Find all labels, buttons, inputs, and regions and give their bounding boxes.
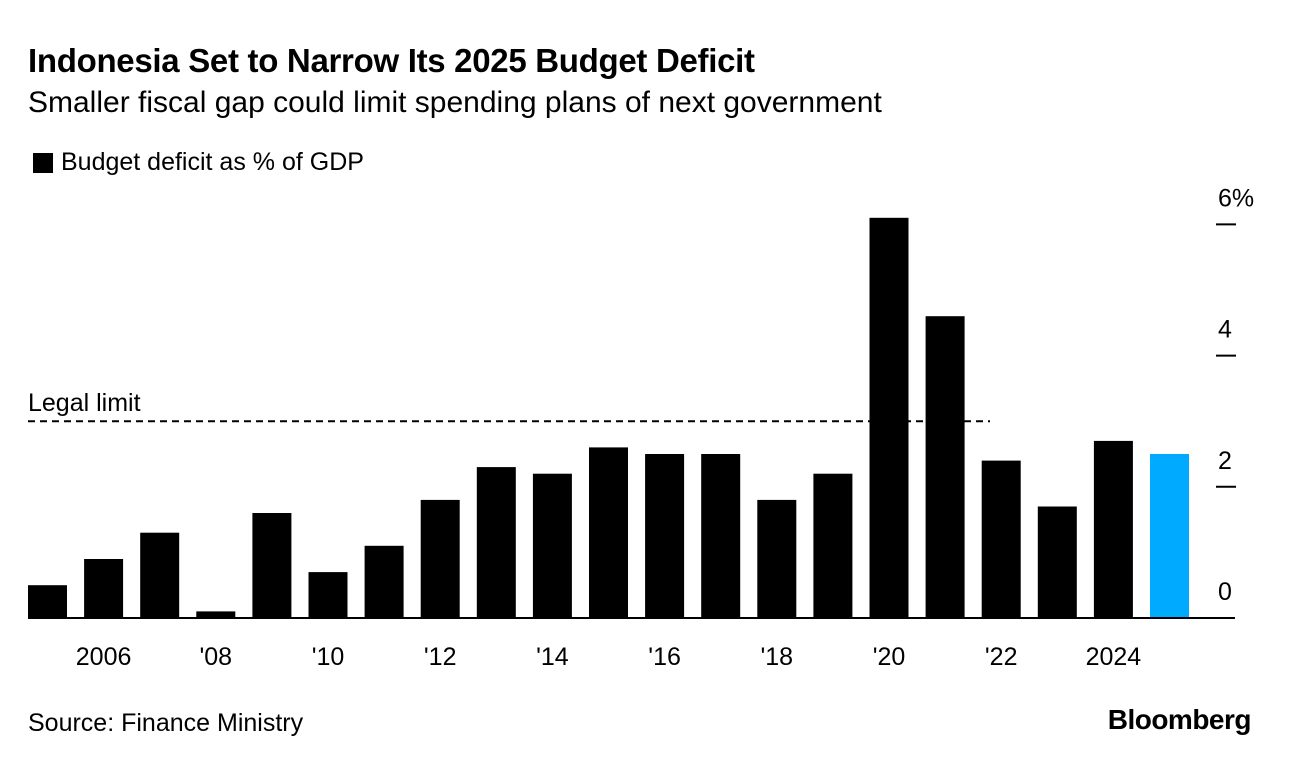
bloomberg-logo: Bloomberg [1107, 704, 1252, 735]
bar-2017 [701, 454, 741, 618]
y-tick-label-2: 2 [1218, 447, 1232, 475]
x-tick-label-2014: '14 [536, 643, 569, 671]
x-tick-label-2012: '12 [424, 643, 457, 671]
x-tick-label-2006: 2006 [76, 643, 132, 671]
bar-2006 [84, 559, 124, 618]
bar-2012 [420, 499, 460, 618]
bar-2013 [476, 467, 516, 618]
chart-subtitle: Smaller fiscal gap could limit spending … [28, 86, 882, 119]
x-tick-label-2010: '10 [312, 643, 345, 671]
bar-2020 [869, 217, 909, 619]
source-note: Source: Finance Ministry [28, 709, 304, 737]
bar-2014 [532, 473, 572, 618]
x-tick-label-2016: '16 [648, 643, 681, 671]
bar-2005 [28, 585, 67, 618]
bar-2021 [925, 316, 965, 618]
bar-2007 [140, 532, 180, 618]
bar-2024 [1093, 440, 1133, 618]
bar-2019 [813, 473, 853, 618]
x-tick-label-2024: 2024 [1086, 643, 1142, 671]
y-tick-label-4: 4 [1218, 316, 1232, 344]
legal-limit-label: Legal limit [28, 389, 141, 417]
y-tick-label-6: 6% [1218, 184, 1254, 212]
legend: Budget deficit as % of GDP [33, 148, 364, 177]
x-tick-label-2022: '22 [985, 643, 1018, 671]
bar-2010 [308, 572, 348, 618]
legend-label: Budget deficit as % of GDP [61, 148, 364, 176]
bar-2025 [1150, 454, 1189, 618]
y-tick-label-0: 0 [1218, 578, 1232, 606]
bar-2009 [252, 513, 292, 618]
bar-2023 [1037, 506, 1077, 618]
x-tick-label-2018: '18 [761, 643, 794, 671]
x-tick-label-2008: '08 [200, 643, 233, 671]
bar-2016 [645, 454, 685, 618]
bar-2011 [364, 545, 404, 618]
chart-title: Indonesia Set to Narrow Its 2025 Budget … [28, 42, 755, 79]
bar-2008 [196, 611, 236, 618]
bar-2018 [757, 499, 797, 618]
legend-swatch [33, 152, 53, 173]
bar-2015 [589, 447, 628, 618]
bar-2022 [981, 460, 1021, 618]
x-tick-label-2020: '20 [873, 643, 906, 671]
